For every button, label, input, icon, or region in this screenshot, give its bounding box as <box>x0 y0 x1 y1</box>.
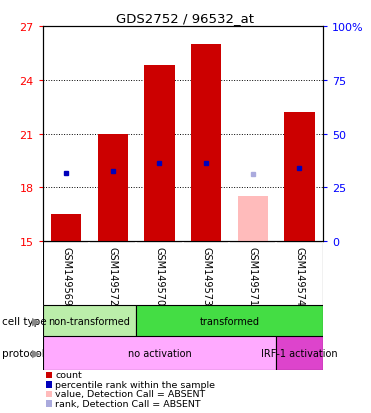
Text: cell type: cell type <box>2 316 46 326</box>
Bar <box>144 66 174 242</box>
Text: IRF-1 activation: IRF-1 activation <box>261 348 338 358</box>
Text: GSM149571: GSM149571 <box>248 247 258 306</box>
Bar <box>284 113 315 242</box>
Text: GSM149574: GSM149574 <box>295 247 305 306</box>
Text: count: count <box>55 370 82 380</box>
Text: ▶: ▶ <box>32 348 40 358</box>
Text: value, Detection Call = ABSENT: value, Detection Call = ABSENT <box>55 389 206 399</box>
Text: GSM149573: GSM149573 <box>201 247 211 306</box>
Text: ▶: ▶ <box>32 316 40 326</box>
Text: GDS2752 / 96532_at: GDS2752 / 96532_at <box>116 12 255 25</box>
Bar <box>43 337 276 370</box>
Bar <box>237 197 268 242</box>
Text: rank, Detection Call = ABSENT: rank, Detection Call = ABSENT <box>55 399 201 408</box>
Text: percentile rank within the sample: percentile rank within the sample <box>55 380 216 389</box>
Text: GSM149569: GSM149569 <box>61 247 71 306</box>
Bar <box>136 306 323 337</box>
Text: non-transformed: non-transformed <box>48 316 130 326</box>
Bar <box>43 306 136 337</box>
Bar <box>98 134 128 242</box>
Bar <box>276 337 323 370</box>
Text: GSM149572: GSM149572 <box>108 247 118 306</box>
Bar <box>51 215 81 242</box>
Text: protocol: protocol <box>2 348 45 358</box>
Text: no activation: no activation <box>128 348 191 358</box>
Bar <box>191 45 221 242</box>
Text: GSM149570: GSM149570 <box>154 247 164 306</box>
Text: transformed: transformed <box>199 316 259 326</box>
